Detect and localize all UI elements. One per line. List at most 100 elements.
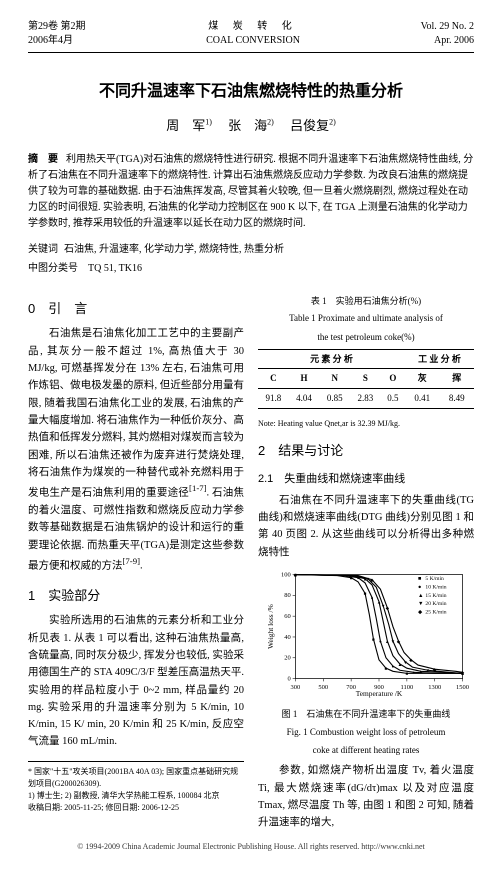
svg-text:◆: ◆ — [397, 639, 401, 645]
svg-text:80: 80 — [284, 592, 291, 599]
table-1-group-row: 元 素 分 析 工 业 分 析 — [258, 349, 474, 369]
table-1-cell-3: 2.83 — [350, 389, 381, 409]
svg-text:1300: 1300 — [428, 684, 441, 691]
figure-1-caption-en-2: coke at different heating rates — [258, 745, 474, 757]
svg-text:●: ● — [392, 665, 395, 670]
table-1-col-0: C — [258, 369, 289, 389]
date-en: Apr. 2006 — [421, 34, 474, 48]
header-left: 第29卷 第2期 2006年4月 — [28, 20, 86, 48]
table-1-cell-0: 91.8 — [258, 389, 289, 409]
svg-text:▼: ▼ — [403, 661, 408, 666]
journal-name-cn: 煤 炭 转 化 — [206, 20, 300, 34]
table-1-caption-cn: 表 1 实验用石油焦分析(%) — [258, 294, 474, 309]
journal-name-en: COAL CONVERSION — [206, 34, 300, 48]
table-1-header-row: CHNSO灰挥 — [258, 369, 474, 389]
vol-issue-en: Vol. 29 No. 2 — [421, 20, 474, 34]
svg-text:▼: ▼ — [425, 669, 430, 674]
table-1-group-elem: 元 素 分 析 — [258, 349, 405, 369]
table-1-cell-5: 0.41 — [405, 389, 439, 409]
keywords: 关键词石油焦, 升温速率, 化学动力学, 燃烧特性, 热重分析 — [28, 240, 474, 255]
svg-text:0: 0 — [288, 676, 291, 683]
svg-text:■: ■ — [405, 672, 408, 677]
svg-text:◆: ◆ — [294, 573, 298, 579]
svg-text:◆: ◆ — [370, 578, 374, 584]
section-1-para-1: 实验所选用的石油焦的元素分析和工业分析见表 1. 从表 1 可以看出, 这种石油… — [28, 612, 244, 751]
svg-text:■: ■ — [418, 576, 422, 582]
svg-text:■: ■ — [372, 638, 375, 643]
svg-text:300: 300 — [291, 684, 301, 691]
footnotes: * 国家"十五"攻关项目(2001BA 40A 03); 国家重点基础研究规划项… — [28, 761, 244, 814]
svg-text:●: ● — [379, 640, 382, 645]
author-3: 吕俊复 — [290, 118, 329, 133]
section-0-para-1: 石油焦是石油焦化加工工艺中的主要副产品, 其灰分一般不超过 1%, 高热值大于 … — [28, 325, 244, 574]
svg-text:100: 100 — [281, 572, 291, 579]
svg-text:20 K/min: 20 K/min — [425, 601, 446, 607]
table-1-col-1: H — [289, 369, 320, 389]
svg-text:40: 40 — [284, 634, 291, 641]
page-header: 第29卷 第2期 2006年4月 煤 炭 转 化 COAL CONVERSION… — [28, 20, 474, 53]
table-1-cell-4: 0.5 — [381, 389, 405, 409]
svg-text:1100: 1100 — [400, 684, 413, 691]
svg-text:●: ● — [412, 671, 415, 676]
keywords-label: 关键词 — [28, 244, 58, 255]
table-1-cell-6: 8.49 — [440, 389, 475, 409]
date-cn: 2006年4月 — [28, 34, 86, 48]
table-1-col-6: 挥 — [440, 369, 475, 389]
svg-text:10 K/min: 10 K/min — [425, 585, 446, 591]
figure-1-caption-cn: 图 1 石油焦在不同升温速率下的失重曲线 — [258, 709, 474, 721]
svg-text:●: ● — [371, 596, 374, 601]
svg-text:25 K/min: 25 K/min — [425, 610, 446, 616]
publisher-footer: © 1994-2009 China Academic Journal Elect… — [28, 842, 474, 851]
table-1-col-2: N — [319, 369, 350, 389]
abstract-label: 摘 要 — [28, 154, 58, 165]
header-center: 煤 炭 转 化 COAL CONVERSION — [206, 20, 300, 48]
svg-text:15 K/min: 15 K/min — [425, 593, 446, 599]
svg-text:▲: ▲ — [385, 640, 390, 645]
svg-text:■: ■ — [364, 592, 367, 597]
svg-text:700: 700 — [346, 684, 356, 691]
svg-text:◆: ◆ — [386, 606, 390, 612]
left-column: 0 引 言 石油焦是石油焦化加工工艺中的主要副产品, 其灰分一般不超过 1%, … — [28, 288, 244, 832]
cite-1-7: [1-7] — [189, 483, 207, 493]
svg-text:◆: ◆ — [461, 670, 465, 676]
classno-label: 中图分类号 — [28, 263, 78, 274]
svg-text:60: 60 — [284, 613, 291, 620]
svg-text:Temperature /K: Temperature /K — [356, 689, 403, 698]
svg-text:▲: ▲ — [418, 593, 424, 599]
classification: 中图分类号 TQ 51, TK16 — [28, 259, 474, 274]
table-1-col-3: S — [350, 369, 381, 389]
vol-issue-cn: 第29卷 第2期 — [28, 20, 86, 34]
svg-text:▼: ▼ — [391, 640, 396, 645]
table-1-data-row: 91.84.040.852.830.50.418.49 — [258, 389, 474, 409]
keywords-text: 石油焦, 升温速率, 化学动力学, 燃烧特性, 热重分析 — [64, 244, 284, 255]
svg-text:5 K/min: 5 K/min — [425, 576, 444, 582]
authors: 周 军1) 张 海2) 吕俊复2) — [28, 115, 474, 134]
table-1-group-prox: 工 业 分 析 — [405, 349, 474, 369]
right-column: 表 1 实验用石油焦分析(%) Table 1 Proximate and ul… — [258, 288, 474, 832]
svg-text:◆: ◆ — [409, 658, 413, 664]
figure-1-caption-en-1: Fig. 1 Combustion weight loss of petrole… — [258, 727, 474, 739]
section-2-title: 2 结果与讨论 — [258, 440, 474, 461]
svg-text:▲: ▲ — [418, 670, 423, 675]
abstract: 摘 要利用热天平(TGA)对石油焦的燃烧特性进行研究. 根据不同升温速率下石油焦… — [28, 152, 474, 232]
section-1-title: 1 实验部分 — [28, 585, 244, 606]
svg-text:●: ● — [418, 585, 421, 591]
svg-text:◆: ◆ — [433, 667, 437, 673]
cite-7-9: [7-9] — [123, 556, 141, 566]
subsection-2-1-title: 2.1 失重曲线和燃烧速率曲线 — [258, 470, 474, 488]
table-1-col-5: 灰 — [405, 369, 439, 389]
classno-text: TQ 51, TK16 — [88, 263, 142, 274]
table-1-caption-en-1: Table 1 Proximate and ultimate analysis … — [258, 311, 474, 326]
svg-text:1500: 1500 — [456, 684, 469, 691]
footnote-affil: 1) 博士生; 2) 副教授, 清华大学热能工程系, 100084 北京 — [28, 790, 244, 802]
two-column-body: 0 引 言 石油焦是石油焦化加工工艺中的主要副产品, 其灰分一般不超过 1%, … — [28, 288, 474, 832]
table-1-cell-1: 4.04 — [289, 389, 320, 409]
section-2-1-para: 石油焦在不同升温速率下的失重曲线(TG 曲线)和燃烧速率曲线(DTG 曲线)分别… — [258, 492, 474, 561]
svg-text:500: 500 — [318, 684, 328, 691]
table-1-note: Note: Heating value Qnet,ar is 32.39 MJ/… — [258, 417, 474, 430]
header-right: Vol. 29 No. 2 Apr. 2006 — [421, 20, 474, 48]
author-1-affil: 1) — [205, 118, 212, 127]
svg-text:▲: ▲ — [398, 663, 403, 668]
svg-text:▼: ▼ — [418, 601, 424, 607]
svg-text:20: 20 — [284, 655, 291, 662]
